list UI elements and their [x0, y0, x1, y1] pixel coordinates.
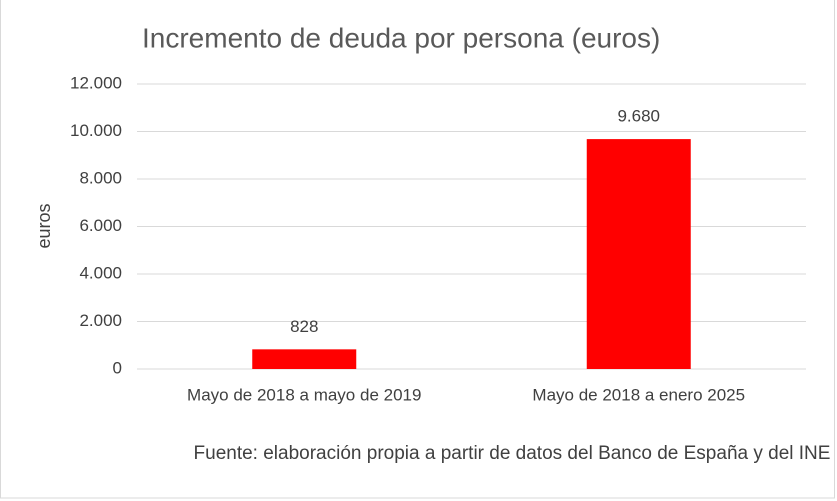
bar — [586, 139, 691, 369]
y-tick-label: 4.000 — [79, 263, 122, 282]
y-tick-label: 8.000 — [79, 168, 122, 187]
value-label: 9.680 — [617, 107, 660, 126]
bar — [252, 349, 357, 369]
y-tick-label: 0 — [113, 358, 122, 377]
y-tick-label: 6.000 — [79, 216, 122, 235]
y-tick-label: 2.000 — [79, 311, 122, 330]
y-tick-label: 12.000 — [70, 73, 122, 92]
chart-title: Incremento de deuda por persona (euros) — [142, 22, 660, 53]
y-axis-label: euros — [34, 203, 54, 248]
x-tick-label: Mayo de 2018 a enero 2025 — [532, 385, 745, 404]
value-label: 828 — [290, 317, 318, 336]
source-note: Fuente: elaboración propia a partir de d… — [193, 443, 831, 464]
x-tick-label: Mayo de 2018 a mayo de 2019 — [187, 385, 421, 404]
y-tick-label: 10.000 — [70, 121, 122, 140]
